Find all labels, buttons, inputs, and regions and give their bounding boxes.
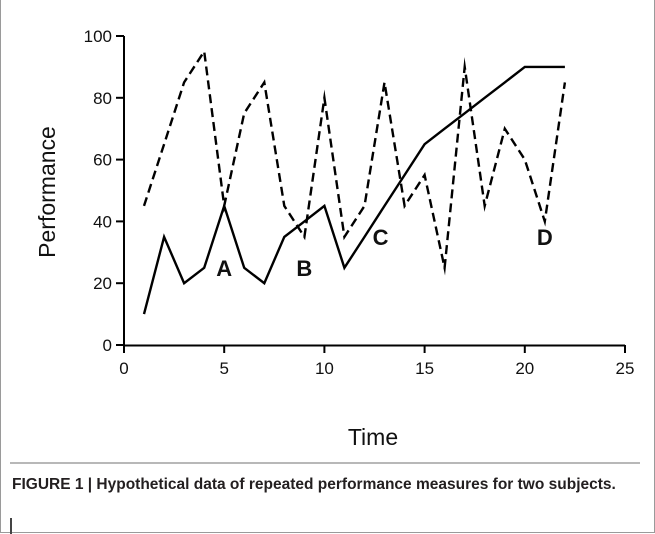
data-point [443,267,445,269]
x-tick-label: 20 [515,359,534,378]
data-point [243,112,245,114]
data-point [163,236,165,238]
data-point [303,220,305,222]
series-line-dashed [142,48,567,276]
data-point [363,205,365,207]
data-point [564,66,566,68]
data-point [363,236,365,238]
y-tick-label: 40 [93,212,112,231]
y-tick-label: 80 [93,89,112,108]
series-layer [142,48,567,315]
data-point [403,174,405,176]
data-point [504,128,506,130]
annotation-a: A [216,256,232,281]
x-tick-label: 5 [219,359,228,378]
y-tick-label: 60 [93,151,112,170]
data-point [183,282,185,284]
data-point [544,220,546,222]
data-point [183,81,185,83]
x-tick-label: 25 [616,359,635,378]
caption-divider [10,462,640,464]
data-point [383,205,385,207]
data-point [303,236,305,238]
y-tick-label: 0 [103,336,112,355]
data-point [403,205,405,207]
x-tick-label: 15 [415,359,434,378]
data-point [163,143,165,145]
data-point [484,205,486,207]
data-point [343,267,345,269]
annotation-c: C [373,225,389,250]
y-tick-label: 20 [93,274,112,293]
data-point [323,97,325,99]
data-point [243,267,245,269]
annotation-d: D [537,225,553,250]
series-line-solid [142,65,565,315]
x-tick-label: 10 [315,359,334,378]
data-point [343,236,345,238]
data-point [263,282,265,284]
y-axis-label: Performance [34,126,60,258]
data-point [263,81,265,83]
x-tick-label: 0 [119,359,128,378]
data-point [524,66,526,68]
data-point [564,81,566,83]
annotations: A B C D [216,225,553,281]
annotation-b: B [296,256,312,281]
data-point [143,205,145,207]
axes: 0 20 40 60 80 100 0 5 10 15 20 25 [84,27,635,378]
data-point [223,205,225,207]
data-point [203,50,205,52]
data-point [443,128,445,130]
data-point [203,267,205,269]
data-point [423,174,425,176]
data-point [463,112,465,114]
data-point [544,66,546,68]
data-point [143,313,145,315]
page-edge-mark [10,518,12,534]
y-tick-label: 100 [84,27,112,46]
data-point [283,236,285,238]
data-point [383,81,385,83]
x-axis-label: Time [348,424,398,450]
data-point [463,66,465,68]
data-point [283,205,285,207]
data-point [504,81,506,83]
data-point [484,97,486,99]
data-point [524,158,526,160]
data-point [423,143,425,145]
data-point [323,205,325,207]
figure-caption: FIGURE 1 | Hypothetical data of repeated… [12,476,616,493]
